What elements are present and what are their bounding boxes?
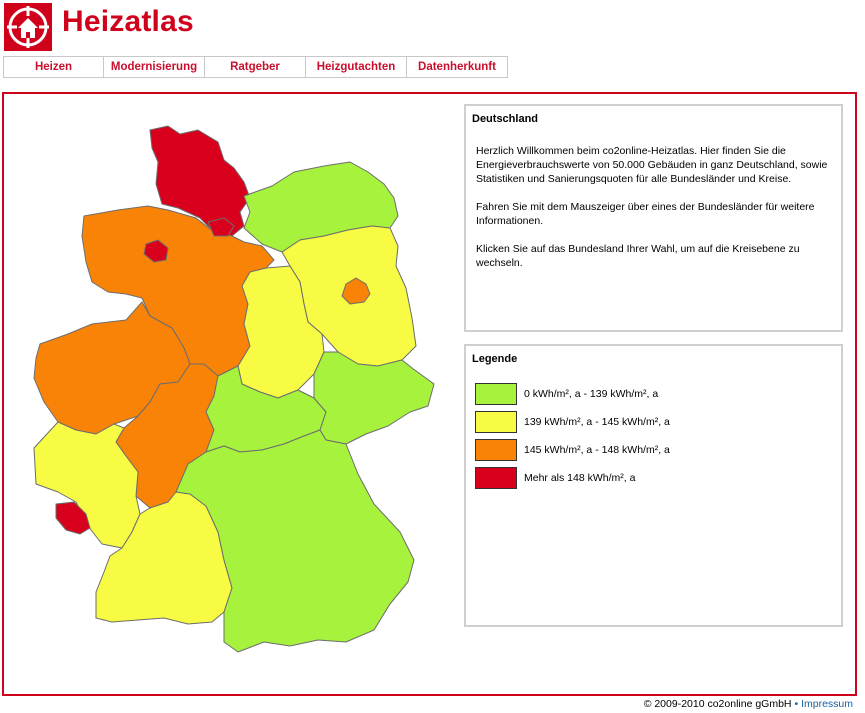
nav-item-datenherkunft[interactable]: Datenherkunft: [407, 56, 508, 78]
legend-label: 0 kWh/m², a - 139 kWh/m², a: [524, 388, 659, 400]
info-text: Herzlich Willkommen beim co2online-Heiza…: [476, 144, 831, 284]
footer-separator: •: [794, 698, 799, 710]
state-schleswig-holstein[interactable]: [149, 125, 251, 237]
state-hamburg[interactable]: [207, 217, 235, 237]
state-saarland[interactable]: [55, 501, 91, 535]
state-rheinland-pfalz[interactable]: [33, 421, 141, 549]
info-panel: Deutschland Herzlich Willkommen beim co2…: [464, 104, 843, 332]
legend-label: 145 kWh/m², a - 148 kWh/m², a: [524, 444, 670, 456]
site-title: Heizatlas: [62, 5, 194, 38]
nav-item-ratgeber[interactable]: Ratgeber: [205, 56, 306, 78]
legend-item: 139 kWh/m², a - 145 kWh/m², a: [475, 411, 670, 433]
main-nav: Heizen Modernisierung Ratgeber Heizgutac…: [3, 56, 508, 78]
germany-map: [33, 125, 435, 653]
legend-swatch: [475, 467, 517, 489]
footer: © 2009-2010 co2online gGmbH • Impressum: [644, 698, 853, 710]
info-paragraph-click: Klicken Sie auf das Bundesland Ihrer Wah…: [476, 243, 800, 269]
copyright-text: © 2009-2010 co2online gGmbH: [643, 698, 792, 710]
state-bayern[interactable]: [175, 429, 415, 653]
legend-item: 145 kWh/m², a - 148 kWh/m², a: [475, 439, 670, 461]
legend-label: 139 kWh/m², a - 145 kWh/m², a: [524, 416, 670, 428]
nav-item-modernisierung[interactable]: Modernisierung: [104, 56, 205, 78]
logo[interactable]: [4, 3, 52, 51]
state-berlin[interactable]: [341, 277, 371, 305]
info-paragraph-hover: Fahren Sie mit dem Mauszeiger über eines…: [476, 201, 815, 227]
state-bremen[interactable]: [143, 239, 169, 263]
legend-item: Mehr als 148 kWh/m², a: [475, 467, 635, 489]
legend-label: Mehr als 148 kWh/m², a: [524, 472, 636, 484]
house-in-circle-icon: [7, 6, 49, 48]
legend-swatch: [475, 411, 517, 433]
header: Heizatlas: [4, 3, 504, 51]
legend-panel: Legende 0 kWh/m², a - 139 kWh/m², a 139 …: [464, 344, 843, 627]
legend-swatch: [475, 439, 517, 461]
content-frame: [2, 92, 857, 696]
impressum-link[interactable]: Impressum: [801, 698, 853, 710]
info-paragraph-welcome: Herzlich Willkommen beim co2online-Heiza…: [476, 145, 828, 185]
nav-item-heizgutachten[interactable]: Heizgutachten: [306, 56, 407, 78]
legend-item: 0 kWh/m², a - 139 kWh/m², a: [475, 383, 658, 405]
legend-title: Legende: [472, 353, 518, 365]
info-panel-title: Deutschland: [472, 113, 539, 125]
legend-swatch: [475, 383, 517, 405]
nav-item-heizen[interactable]: Heizen: [3, 56, 104, 78]
state-sachsen[interactable]: [313, 351, 435, 445]
